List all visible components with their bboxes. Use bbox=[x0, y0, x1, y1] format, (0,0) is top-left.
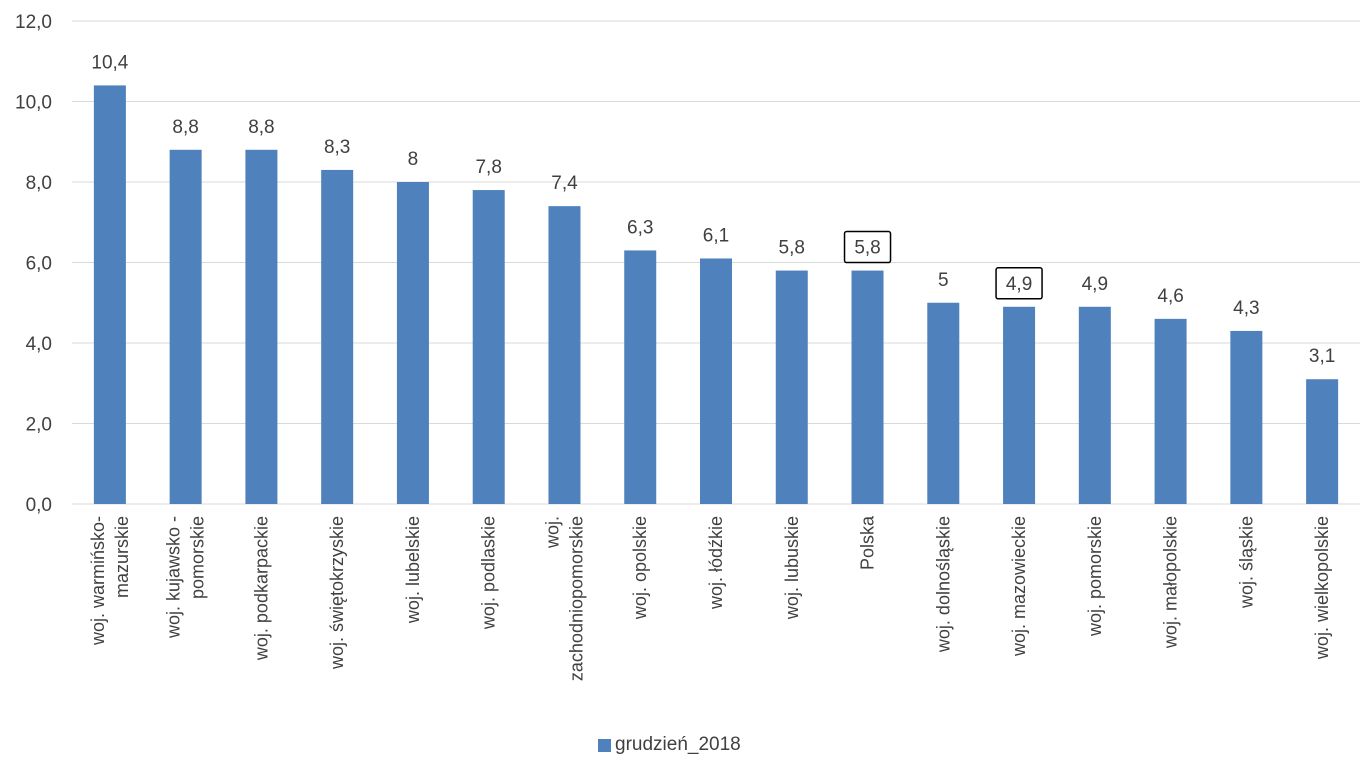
y-tick-label: 2,0 bbox=[26, 415, 52, 436]
category-label: woj. wielkopolskie bbox=[1312, 516, 1332, 660]
data-labels: 10,4 8,8 8,8 8,3 8 7,8 7,4 6,3 6,1 5,8 5,8 5 4,9 4,9 4… bbox=[91, 52, 1335, 367]
category-label: woj. podlaskie bbox=[479, 516, 499, 630]
bar bbox=[1306, 379, 1339, 504]
category-label: Polska bbox=[858, 515, 878, 570]
data-label-box bbox=[843, 230, 892, 264]
data-label: 8,3 bbox=[324, 137, 350, 158]
category-label: woj. lubuskie bbox=[782, 516, 802, 620]
legend-label: grudzień_2018 bbox=[615, 734, 741, 755]
bar bbox=[851, 270, 884, 504]
data-label: 4,9 bbox=[1082, 274, 1108, 295]
bar bbox=[396, 182, 429, 504]
category-label: woj. lubelskie bbox=[403, 516, 423, 624]
bar bbox=[548, 206, 581, 504]
category-label: woj. świętokrzyskie bbox=[327, 516, 347, 670]
data-label: 8 bbox=[408, 149, 419, 170]
data-label: 5,8 bbox=[854, 238, 880, 259]
data-label: 5 bbox=[938, 270, 949, 291]
bar bbox=[775, 270, 808, 504]
x-axis-category-labels: woj. warmińsko-mazurskie woj. kujawsko -p… bbox=[88, 515, 1332, 681]
data-label: 8,8 bbox=[248, 117, 274, 138]
category-label: woj. zachodniopomorskie bbox=[542, 516, 586, 681]
data-label: 4,3 bbox=[1233, 298, 1259, 319]
data-label: 6,1 bbox=[703, 225, 729, 246]
category-label: woj. śląskie bbox=[1236, 516, 1256, 609]
bar-chart: 0,0 2,0 4,0 6,0 8,0 10,0 12,0 10,4 8,8 8,8 8,3 8 7,… bbox=[15, 12, 1360, 681]
legend-swatch bbox=[598, 738, 611, 752]
y-tick-label: 0,0 bbox=[26, 495, 52, 516]
category-label: woj. kujawsko - pomorskie bbox=[164, 516, 208, 639]
data-label: 6,3 bbox=[627, 217, 653, 238]
data-label: 10,4 bbox=[91, 52, 128, 73]
data-label: 8,8 bbox=[172, 117, 198, 138]
bar bbox=[1230, 330, 1263, 504]
legend: grudzień_2018 bbox=[598, 734, 741, 756]
category-label: woj. opolskie bbox=[630, 516, 650, 620]
data-label: 7,8 bbox=[475, 157, 501, 178]
y-tick-label: 4,0 bbox=[26, 334, 52, 355]
category-label: woj. podkarpackie bbox=[251, 516, 271, 661]
category-label: woj. dolnośląskie bbox=[933, 516, 953, 653]
bar bbox=[93, 85, 126, 505]
data-label-box bbox=[995, 267, 1043, 300]
data-label: 5,8 bbox=[779, 238, 805, 259]
bar bbox=[472, 190, 505, 505]
bar bbox=[1154, 318, 1187, 504]
y-tick-label: 10,0 bbox=[15, 93, 52, 114]
bar bbox=[1078, 306, 1111, 504]
data-label: 7,4 bbox=[551, 173, 578, 194]
category-label: woj. mazowieckie bbox=[1009, 516, 1029, 657]
y-axis-tick-labels: 0,0 2,0 4,0 6,0 8,0 10,0 12,0 bbox=[15, 12, 52, 516]
y-tick-label: 12,0 bbox=[15, 12, 52, 33]
category-label: woj. łódźkie bbox=[706, 516, 726, 610]
bar bbox=[245, 149, 278, 505]
bars bbox=[93, 85, 1339, 505]
y-tick-label: 6,0 bbox=[26, 254, 52, 275]
bar bbox=[624, 250, 657, 504]
data-label: 3,1 bbox=[1309, 346, 1335, 367]
category-label: woj. pomorskie bbox=[1085, 516, 1105, 637]
category-label: woj. małopolskie bbox=[1161, 516, 1181, 649]
bar bbox=[927, 302, 960, 504]
y-tick-label: 8,0 bbox=[26, 173, 52, 194]
bar bbox=[1003, 306, 1036, 504]
data-label: 4,6 bbox=[1157, 286, 1183, 307]
category-label: woj. warmińsko-mazurskie bbox=[88, 516, 132, 646]
bar bbox=[321, 169, 354, 505]
data-label: 4,9 bbox=[1006, 274, 1032, 295]
bar bbox=[700, 258, 732, 504]
bar bbox=[169, 149, 202, 505]
